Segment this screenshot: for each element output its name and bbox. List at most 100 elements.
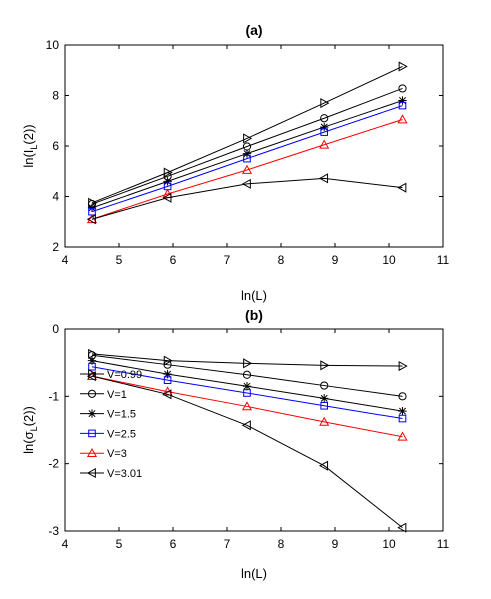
legend-label: V=2.5 [107,428,136,440]
data-point [320,98,330,109]
series-line [91,87,403,205]
y-tick-label: 4 [52,190,59,204]
x-axis-label: ln(L) [241,566,267,581]
data-point [243,358,253,369]
data-point [398,101,407,110]
data-point [241,178,251,189]
series-line [91,354,403,397]
data-point [163,376,172,384]
series-line [91,375,403,438]
series-line [91,119,403,220]
data-point [318,460,329,471]
legend-item: V=2.5 [80,428,136,440]
data-point [397,114,408,124]
legend-label: V=0.99 [107,369,142,381]
series-line [91,66,403,204]
data-point [163,369,172,379]
data-point [242,370,252,379]
data-point [398,360,408,372]
legend-item: V=3 [80,447,127,460]
x-tick-label: 10 [382,253,396,267]
data-point [318,173,329,184]
legend-item: V=0.99 [80,368,142,381]
data-point [398,96,407,105]
series-line [91,375,403,529]
series-line [91,353,403,367]
series-v-2-5 [88,101,407,216]
legend-label: V=3 [107,448,127,460]
data-point [163,355,173,366]
y-axis-label: ln(σL(2)) [21,406,39,454]
data-point [398,61,408,72]
x-axis-label: ln(L) [241,288,267,303]
data-point [163,167,173,178]
series-v-3 [86,114,408,224]
x-tick-label: 6 [170,537,177,551]
data-point [397,431,408,441]
legend-label: V=1 [107,389,127,401]
data-point [319,416,330,426]
legend-marker [86,467,96,479]
legend-marker [86,447,98,458]
data-point [398,406,407,416]
y-label-part: ln(I [21,150,36,168]
chart-panel-b: 4 5 6 7 8 9 10 11 -3 -2 -1 0 (b) ln(L) ln(σL(2)) V=0.99… [21,307,450,581]
legend-marker [88,368,98,380]
data-point [320,122,329,132]
data-point [86,214,96,225]
y-tick-label: 8 [52,89,59,103]
data-point [320,381,329,390]
legend-item: V=1.5 [80,409,136,421]
y-label-part: (2)) [21,124,36,144]
chart-title: (b) [245,307,263,323]
data-point [320,114,329,123]
y-label-part: (2)) [21,406,36,426]
series-v-3-01 [86,371,407,533]
y-label-symbol: σ [21,431,36,439]
data-point [320,394,329,403]
legend-label: V=3.01 [107,468,142,480]
data-point [241,164,253,174]
data-point [241,420,251,431]
data-point [243,154,251,163]
data-point [88,362,96,371]
legend-label: V=1.5 [107,409,136,421]
data-point [398,84,407,93]
data-point [163,360,172,369]
y-tick-label: 2 [52,240,59,254]
data-point [398,392,407,401]
y-tick-label: 10 [46,38,60,52]
y-tick-label: -1 [48,389,59,403]
legend-item: V=1 [80,389,127,401]
series-line [91,105,403,213]
data-point [242,149,252,158]
y-tick-label: -3 [48,524,59,538]
data-point [241,401,253,411]
data-point [320,401,328,410]
chart-title: (a) [245,22,262,38]
x-tick-label: 9 [332,253,339,267]
x-tick-label: 11 [437,537,450,551]
y-axis-label: ln(IL(2)) [21,124,39,167]
legend-marker [88,429,96,438]
x-tick-label: 10 [382,537,396,551]
data-point [163,177,172,186]
data-point [87,356,97,365]
data-point [243,389,251,397]
x-tick-label: 5 [116,537,123,551]
series-v-2-5 [88,362,407,423]
plot-area-frame [64,328,444,532]
legend-marker [87,409,97,418]
y-tick-label: 0 [52,322,59,336]
x-tick-label: 4 [62,537,69,551]
data-point [242,382,252,391]
series-v-1-5 [87,356,407,416]
y-label-subscript: L [29,426,39,431]
series-line [91,177,403,220]
data-point [243,133,253,144]
series-v-0-99 [88,348,408,372]
y-tick-label: -2 [48,457,59,471]
plot-area-frame [64,44,444,248]
